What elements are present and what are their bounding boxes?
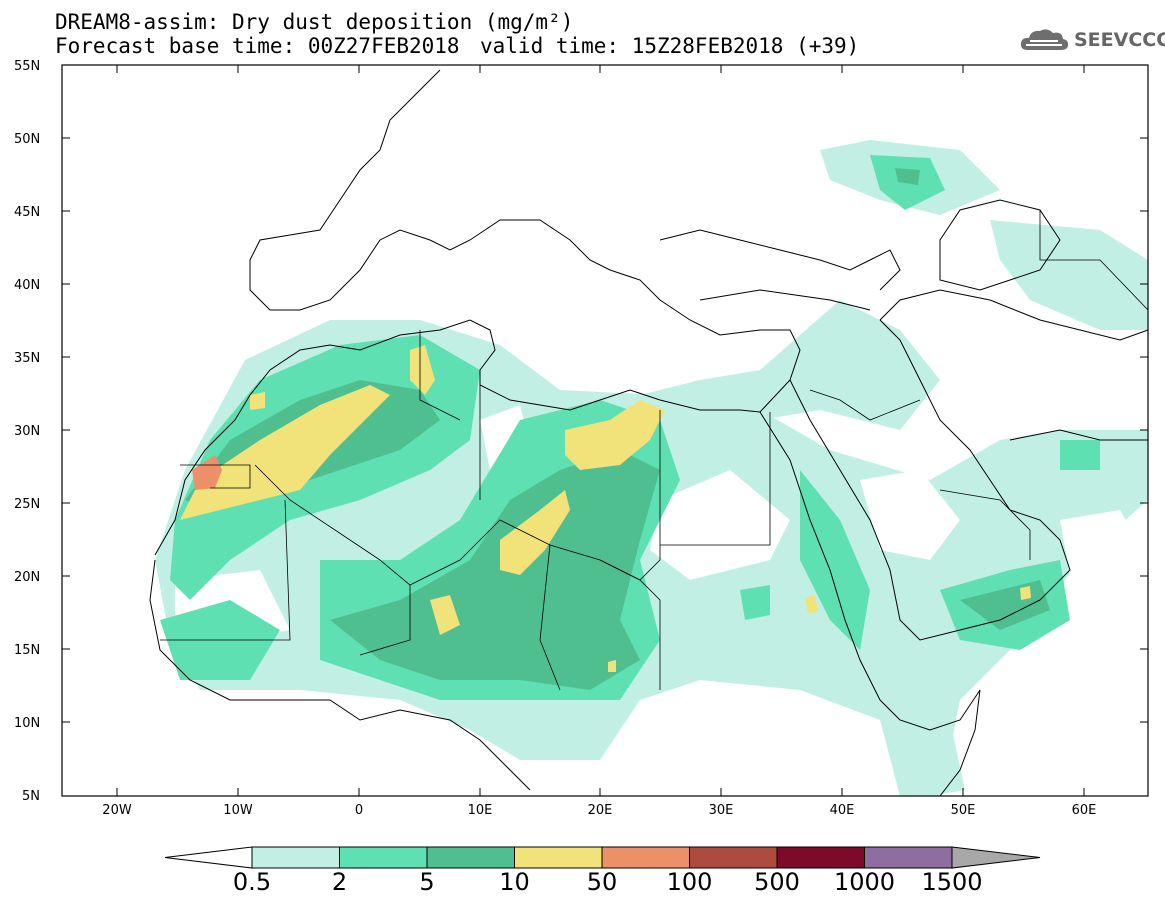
cloud-icon bbox=[1020, 29, 1069, 50]
colorbar-swatch bbox=[339, 846, 428, 869]
lat-label: 35N bbox=[14, 351, 40, 366]
lon-label: 10E bbox=[468, 803, 493, 818]
lon-label: 20E bbox=[588, 803, 613, 818]
forecast-base-time: Forecast base time: 00Z27FEB2018 bbox=[55, 34, 460, 58]
borders bbox=[160, 210, 1148, 691]
colorbar-label: 2 bbox=[331, 868, 348, 896]
lat-label: 40N bbox=[14, 278, 40, 293]
colorbar bbox=[164, 846, 1041, 869]
lon-label: 20W bbox=[102, 803, 132, 818]
colorbar-swatch bbox=[514, 846, 603, 869]
lon-label: 40E bbox=[830, 803, 855, 818]
lon-label: 30E bbox=[709, 803, 734, 818]
seevccc-logo: SEEVCCC bbox=[1018, 26, 1165, 54]
chart-title: DREAM8-assim: Dry dust deposition (mg/m²… bbox=[55, 10, 574, 34]
lat-label: 30N bbox=[14, 424, 40, 439]
colorbar-swatch bbox=[689, 846, 778, 869]
colorbar-swatch bbox=[426, 846, 515, 869]
colorbar-label: 500 bbox=[754, 868, 800, 896]
colorbar-label: 10 bbox=[499, 868, 530, 896]
colorbar-swatch bbox=[776, 846, 865, 869]
lat-label: 15N bbox=[14, 643, 40, 658]
colorbar-label: 50 bbox=[586, 868, 618, 896]
lon-label: 0 bbox=[355, 803, 363, 818]
colorbar-swatch bbox=[251, 846, 340, 869]
lat-label: 10N bbox=[14, 716, 40, 731]
colorbar-label: 1000 bbox=[833, 868, 896, 896]
lon-label: 10W bbox=[223, 803, 253, 818]
lat-label: 25N bbox=[14, 497, 40, 512]
colorbar-high-arrow bbox=[951, 846, 1041, 869]
lat-label: 45N bbox=[14, 205, 40, 220]
lat-ticks bbox=[62, 65, 1148, 796]
dust-contour-10 bbox=[180, 385, 390, 520]
lon-label: 60E bbox=[1072, 803, 1097, 818]
lat-axis: 55N 50N 45N 40N 35N 30N 25N 20N 15N 10N … bbox=[14, 59, 40, 804]
colorbar-swatch bbox=[864, 846, 953, 869]
lat-label: 50N bbox=[14, 132, 40, 147]
colorbar-label: 100 bbox=[666, 868, 713, 896]
valid-time: valid time: 15Z28FEB2018 (+39) bbox=[480, 34, 860, 58]
dust-field bbox=[155, 140, 1148, 796]
dust-contour-50 bbox=[192, 455, 222, 490]
lon-label: 50E bbox=[951, 803, 976, 818]
colorbar-label: 0.5 bbox=[232, 868, 272, 896]
lat-label: 5N bbox=[22, 789, 40, 804]
lat-label: 55N bbox=[14, 59, 40, 74]
lat-label: 20N bbox=[14, 570, 40, 585]
colorbar-swatch bbox=[601, 846, 690, 869]
colorbar-label: 5 bbox=[419, 868, 435, 896]
colorbar-low-arrow bbox=[164, 846, 253, 869]
lon-axis: 20W 10W 0 10E 20E 30E 40E 50E 60E bbox=[102, 803, 1096, 818]
coastlines bbox=[149, 69, 1148, 796]
colorbar-label: 1500 bbox=[921, 868, 983, 896]
logo-text: SEEVCCC bbox=[1074, 29, 1165, 51]
